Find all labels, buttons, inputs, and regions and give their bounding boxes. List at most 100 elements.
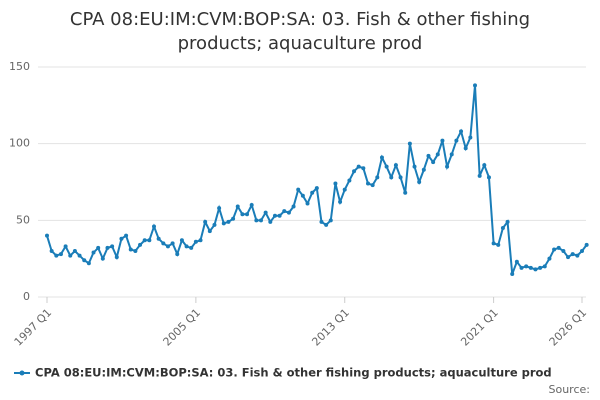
data-point: [440, 138, 445, 143]
x-tick-label: 2005 Q1: [161, 306, 204, 349]
data-point: [347, 178, 352, 183]
source: Source:: [549, 383, 591, 396]
data-point: [259, 218, 263, 223]
data-point: [324, 222, 329, 227]
data-point: [235, 204, 240, 209]
data-point: [58, 252, 63, 257]
data-point: [459, 129, 464, 134]
data-point: [491, 241, 496, 246]
data-point: [119, 236, 124, 241]
data-point: [519, 265, 524, 270]
data-point: [384, 164, 389, 169]
data-point: [240, 212, 245, 217]
data-point: [152, 224, 156, 229]
data-point: [547, 256, 552, 261]
data-point: [310, 190, 315, 195]
data-point: [203, 219, 208, 224]
data-point: [291, 204, 296, 209]
data-point: [319, 219, 324, 224]
data-point: [305, 201, 310, 206]
data-point: [403, 190, 408, 195]
data-point: [68, 253, 73, 258]
data-point: [133, 249, 138, 253]
data-point: [277, 213, 282, 218]
data-line: [46, 85, 588, 275]
data-point: [510, 272, 515, 276]
data-point: [189, 245, 194, 250]
data-point: [486, 175, 491, 180]
data-point: [268, 219, 273, 224]
data-point: [421, 167, 426, 172]
data-point: [254, 218, 259, 223]
data-point: [398, 175, 403, 180]
data-point: [454, 138, 459, 143]
data-point: [338, 199, 343, 204]
data-point: [370, 183, 375, 188]
data-point: [333, 181, 338, 186]
data-point: [556, 245, 561, 250]
data-point: [296, 187, 301, 192]
data-point: [366, 181, 370, 186]
data-point: [207, 229, 212, 234]
data-point: [300, 193, 305, 198]
data-point: [468, 135, 473, 140]
data-point: [54, 253, 59, 258]
data-point: [249, 203, 254, 207]
data-point: [72, 249, 77, 253]
data-point: [217, 206, 222, 211]
legend-symbol-dot: [19, 370, 25, 376]
data-point: [161, 241, 166, 246]
data-point: [407, 141, 412, 146]
data-point: [542, 264, 547, 269]
data-point: [538, 265, 543, 270]
data-point: [128, 247, 133, 252]
data-point: [524, 264, 529, 269]
data-point: [412, 164, 417, 169]
data-point: [245, 212, 250, 217]
data-point: [63, 244, 68, 249]
data-point: [328, 218, 333, 223]
data-point: [342, 187, 347, 192]
data-point: [431, 160, 436, 165]
data-point: [445, 164, 450, 169]
data-point: [231, 216, 236, 221]
data-point: [352, 169, 357, 174]
data-point: [170, 241, 175, 246]
data-point: [175, 252, 180, 257]
data-point: [561, 249, 566, 253]
data-point: [193, 239, 198, 244]
data-point: [263, 210, 268, 215]
data-point: [375, 175, 380, 180]
data-point: [575, 253, 580, 258]
data-point: [221, 221, 226, 226]
data-point: [463, 146, 468, 151]
data-point: [124, 233, 129, 238]
data-point: [496, 242, 501, 247]
x-tick-label: 2021 Q1: [458, 306, 501, 349]
data-point: [100, 256, 105, 261]
x-tick-label: 1997 Q1: [12, 306, 55, 349]
y-tick-label: 150: [9, 60, 30, 73]
x-tick-label: 2013 Q1: [309, 306, 352, 349]
data-point: [505, 219, 510, 224]
legend-label: CPA 08:EU:IM:CVM:BOP:SA: 03. Fish & othe…: [35, 366, 552, 380]
data-point: [49, 249, 54, 253]
data-point: [417, 180, 422, 184]
data-point: [198, 238, 203, 243]
data-point: [361, 166, 366, 171]
data-point: [77, 253, 82, 258]
data-point: [142, 238, 147, 243]
data-point: [356, 164, 361, 169]
chart-title: CPA 08:EU:IM:CVM:BOP:SA: 03. Fish & othe…: [69, 9, 531, 54]
data-point: [165, 244, 170, 249]
data-point: [533, 267, 538, 272]
y-tick-label: 0: [23, 290, 30, 303]
y-tick-label: 100: [9, 137, 30, 150]
data-point: [147, 238, 152, 243]
data-point: [389, 175, 394, 180]
y-tick-label: 50: [16, 213, 30, 226]
data-point: [282, 209, 287, 214]
data-point: [110, 244, 115, 249]
